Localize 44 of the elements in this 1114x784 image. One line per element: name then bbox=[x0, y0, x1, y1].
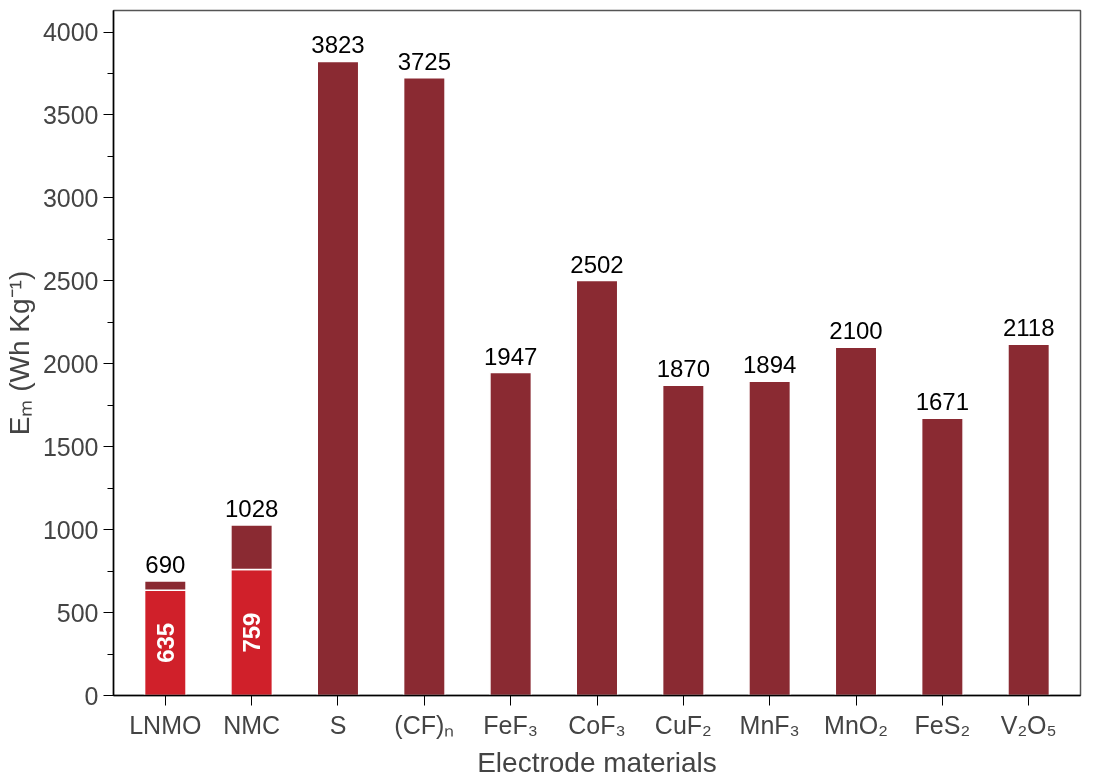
y-tick-label: 0 bbox=[84, 681, 99, 710]
total-label: 3823 bbox=[311, 31, 365, 59]
x-tick-label: S bbox=[329, 710, 347, 739]
y-tick-label: 2500 bbox=[42, 266, 99, 295]
x-tick-label: V₂O₅ bbox=[1000, 710, 1057, 739]
y-tick-label: 2000 bbox=[42, 349, 99, 378]
bar bbox=[489, 371, 533, 696]
x-tick-label: (CF)ₙ bbox=[394, 710, 455, 739]
x-axis-title: Electrode materials bbox=[477, 746, 717, 778]
bar bbox=[402, 76, 446, 696]
total-label: 1671 bbox=[915, 388, 970, 416]
y-tick-label: 4000 bbox=[42, 18, 99, 47]
y-tick-label: 1500 bbox=[42, 432, 99, 461]
y-tick-label: 3500 bbox=[42, 100, 99, 129]
data-label: 759 bbox=[238, 612, 266, 653]
total-label: 2100 bbox=[829, 317, 883, 345]
bar bbox=[834, 346, 878, 696]
total-label: 1028 bbox=[224, 495, 279, 522]
total-label: 1947 bbox=[483, 342, 538, 370]
bar bbox=[661, 384, 705, 696]
x-tick-label: FeS₂ bbox=[914, 710, 971, 739]
x-tick-label: CuF₂ bbox=[654, 710, 712, 739]
x-tick-label: MnO₂ bbox=[824, 710, 888, 739]
total-label: 2118 bbox=[1002, 314, 1055, 342]
bar bbox=[748, 380, 792, 696]
bar bbox=[316, 60, 360, 696]
y-tick-label: 500 bbox=[56, 598, 99, 627]
y-axis-title: Eₘ (Wh Kg⁻¹) bbox=[3, 270, 35, 436]
x-tick-label: CoF₃ bbox=[568, 710, 626, 739]
bar bbox=[920, 417, 964, 696]
x-tick-label: MnF₃ bbox=[739, 710, 800, 739]
total-label: 2502 bbox=[570, 250, 624, 278]
total-label: 690 bbox=[145, 551, 186, 579]
bar bbox=[1007, 343, 1051, 696]
y-tick-label: 1000 bbox=[42, 515, 99, 544]
x-tick-label: FeF₃ bbox=[483, 710, 538, 739]
y-tick-label: 3000 bbox=[42, 183, 99, 212]
total-label: 1894 bbox=[742, 351, 797, 379]
total-label: 3725 bbox=[397, 47, 452, 75]
x-tick-label: LNMO bbox=[129, 710, 202, 739]
bar bbox=[575, 279, 619, 696]
total-label: 1870 bbox=[656, 355, 711, 383]
data-label: 635 bbox=[151, 622, 179, 663]
x-tick-label: NMC bbox=[223, 710, 281, 739]
